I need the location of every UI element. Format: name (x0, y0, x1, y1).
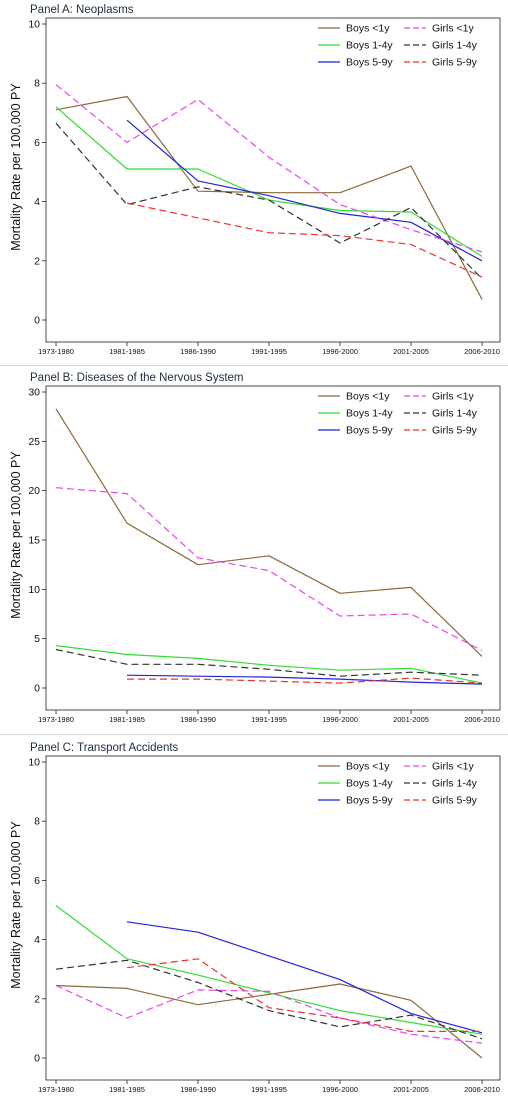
y-tick-label: 10 (28, 584, 40, 596)
series-line-boys-5-9y (126, 119, 483, 262)
legend-label-boys-under-1y: Boys <1y (346, 23, 390, 35)
x-tick-label: 2006-2010 (464, 1085, 500, 1094)
legend-label-girls-1-4y: Girls 1-4y (432, 408, 478, 420)
x-tick-label: 1991-1995 (251, 1085, 287, 1094)
y-tick-label: 10 (28, 757, 40, 769)
series-line-boys-1-4y (55, 645, 483, 684)
y-tick-label: 4 (34, 196, 40, 208)
series-line-girls-under-1y (55, 84, 483, 253)
series-line-girls-1-4y (55, 959, 483, 1040)
panel-a: Panel A: Neoplasms Mortality Rate per 10… (0, 0, 508, 358)
x-tick-label: 1986-1990 (180, 1085, 216, 1094)
x-tick-label: 1981-1985 (109, 347, 145, 356)
legend-label-boys-under-1y: Boys <1y (346, 761, 390, 773)
series-line-boys-5-9y (126, 921, 483, 1034)
y-tick-label: 4 (34, 934, 40, 946)
x-tick-label: 1981-1985 (109, 715, 145, 724)
x-tick-label: 1973-1980 (38, 715, 74, 724)
x-tick-label: 2006-2010 (464, 715, 500, 724)
x-tick-label: 2006-2010 (464, 347, 500, 356)
legend-label-girls-5-9y: Girls 5-9y (432, 795, 478, 807)
y-tick-label: 5 (34, 633, 40, 645)
series-line-boys-1-4y (55, 905, 483, 1035)
legend-label-girls-1-4y: Girls 1-4y (432, 778, 478, 790)
series-line-girls-under-1y (55, 984, 483, 1044)
series-line-boys-under-1y (55, 95, 483, 300)
y-tick-label: 20 (28, 485, 40, 497)
series-line-girls-1-4y (55, 648, 483, 677)
y-tick-label: 6 (34, 875, 40, 887)
x-tick-label: 1996-2000 (322, 1085, 358, 1094)
y-tick-label: 2 (34, 255, 40, 267)
series-line-boys-under-1y (55, 983, 483, 1059)
series-line-girls-5-9y (127, 677, 483, 684)
series-line-boys-5-9y (126, 674, 483, 685)
legend-label-girls-under-1y: Girls <1y (432, 391, 474, 403)
y-tick-label: 8 (34, 816, 40, 828)
y-tick-label: 15 (28, 535, 40, 547)
legend-label-girls-under-1y: Girls <1y (432, 23, 474, 35)
series-line-girls-under-1y (55, 487, 483, 652)
y-tick-label: 0 (34, 683, 40, 695)
legend-label-boys-1-4y: Boys 1-4y (346, 408, 393, 420)
series-line-girls-5-9y (126, 958, 482, 1032)
plot-frame (45, 17, 501, 343)
y-tick-label: 30 (28, 387, 40, 399)
x-tick-label: 1973-1980 (38, 1085, 74, 1094)
panel-b-title: Panel B: Diseases of the Nervous System (30, 372, 244, 384)
x-tick-label: 1986-1990 (180, 715, 216, 724)
y-tick-label: 2 (34, 993, 40, 1005)
legend-label-boys-5-9y: Boys 5-9y (346, 795, 393, 807)
panel-separator (0, 365, 508, 366)
y-tick-label: 6 (34, 137, 40, 149)
x-tick-label: 1996-2000 (322, 715, 358, 724)
panel-separator (0, 734, 508, 735)
y-tick-label: 0 (34, 315, 40, 327)
panel-a-chart: 0 2 4 6 8 10 1973-1980 1981-1985 1986-1990 1991-1… (28, 17, 501, 356)
x-tick-label: 1973-1980 (38, 347, 74, 356)
x-tick-label: 1991-1995 (251, 715, 287, 724)
x-tick-label: 1981-1985 (109, 1085, 145, 1094)
legend-label-boys-under-1y: Boys <1y (346, 391, 390, 403)
series-line-boys-1-4y (55, 106, 483, 257)
y-tick-label: 10 (28, 19, 40, 31)
plot-frame (45, 755, 501, 1081)
legend-label-boys-5-9y: Boys 5-9y (346, 425, 393, 437)
x-tick-label: 1996-2000 (322, 347, 358, 356)
legend-label-girls-5-9y: Girls 5-9y (432, 425, 478, 437)
panel-b-chart: 0 5 10 15 20 25 30 1973-1980 1981-1985 1986-1990 1… (28, 385, 501, 724)
panel-b: Panel B: Diseases of the Nervous System … (0, 368, 508, 726)
series-line-boys-under-1y (55, 408, 483, 657)
legend-label-boys-5-9y: Boys 5-9y (346, 57, 393, 69)
x-tick-label: 1991-1995 (251, 347, 287, 356)
series-line-girls-1-4y (55, 122, 483, 280)
panel-c: Panel C: Transport Accidents Mortality R… (0, 738, 508, 1096)
series-line-girls-5-9y (126, 202, 483, 278)
x-tick-label: 2001-2005 (393, 715, 429, 724)
x-tick-label: 2001-2005 (393, 347, 429, 356)
y-tick-label: 25 (28, 436, 40, 448)
legend-label-girls-1-4y: Girls 1-4y (432, 40, 478, 52)
y-tick-label: 8 (34, 78, 40, 90)
legend-label-boys-1-4y: Boys 1-4y (346, 40, 393, 52)
x-tick-label: 1986-1990 (180, 347, 216, 356)
x-tick-label: 2001-2005 (393, 1085, 429, 1094)
panel-c-chart: 0 2 4 6 8 10 1973-1980 1981-1985 1986-1990 1991-1… (28, 755, 501, 1094)
legend-label-boys-1-4y: Boys 1-4y (346, 778, 393, 790)
plot-frame (45, 385, 501, 711)
panel-a-title: Panel A: Neoplasms (30, 4, 134, 16)
y-tick-label: 0 (34, 1053, 40, 1065)
legend-label-girls-under-1y: Girls <1y (432, 761, 474, 773)
panel-c-title: Panel C: Transport Accidents (30, 742, 179, 754)
legend-label-girls-5-9y: Girls 5-9y (432, 57, 478, 69)
